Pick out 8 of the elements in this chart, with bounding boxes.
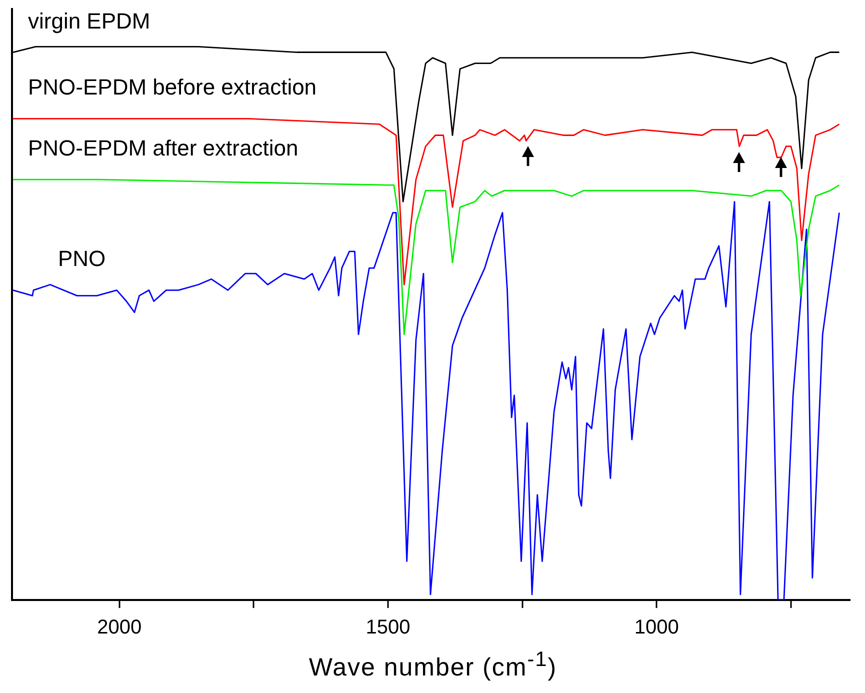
series-label: PNO: [58, 246, 106, 272]
series-label: PNO-EPDM before extraction: [28, 74, 317, 100]
series-label: virgin EPDM: [28, 8, 150, 34]
series-label: PNO-EPDM after extraction: [28, 136, 298, 161]
x-axis-title: Wave number (cm$^{-1}$): [308, 648, 558, 682]
x-tick-label: 1000: [634, 616, 679, 639]
x-tick-label: 1500: [366, 616, 410, 639]
x-tick-label: 2000: [97, 616, 142, 639]
